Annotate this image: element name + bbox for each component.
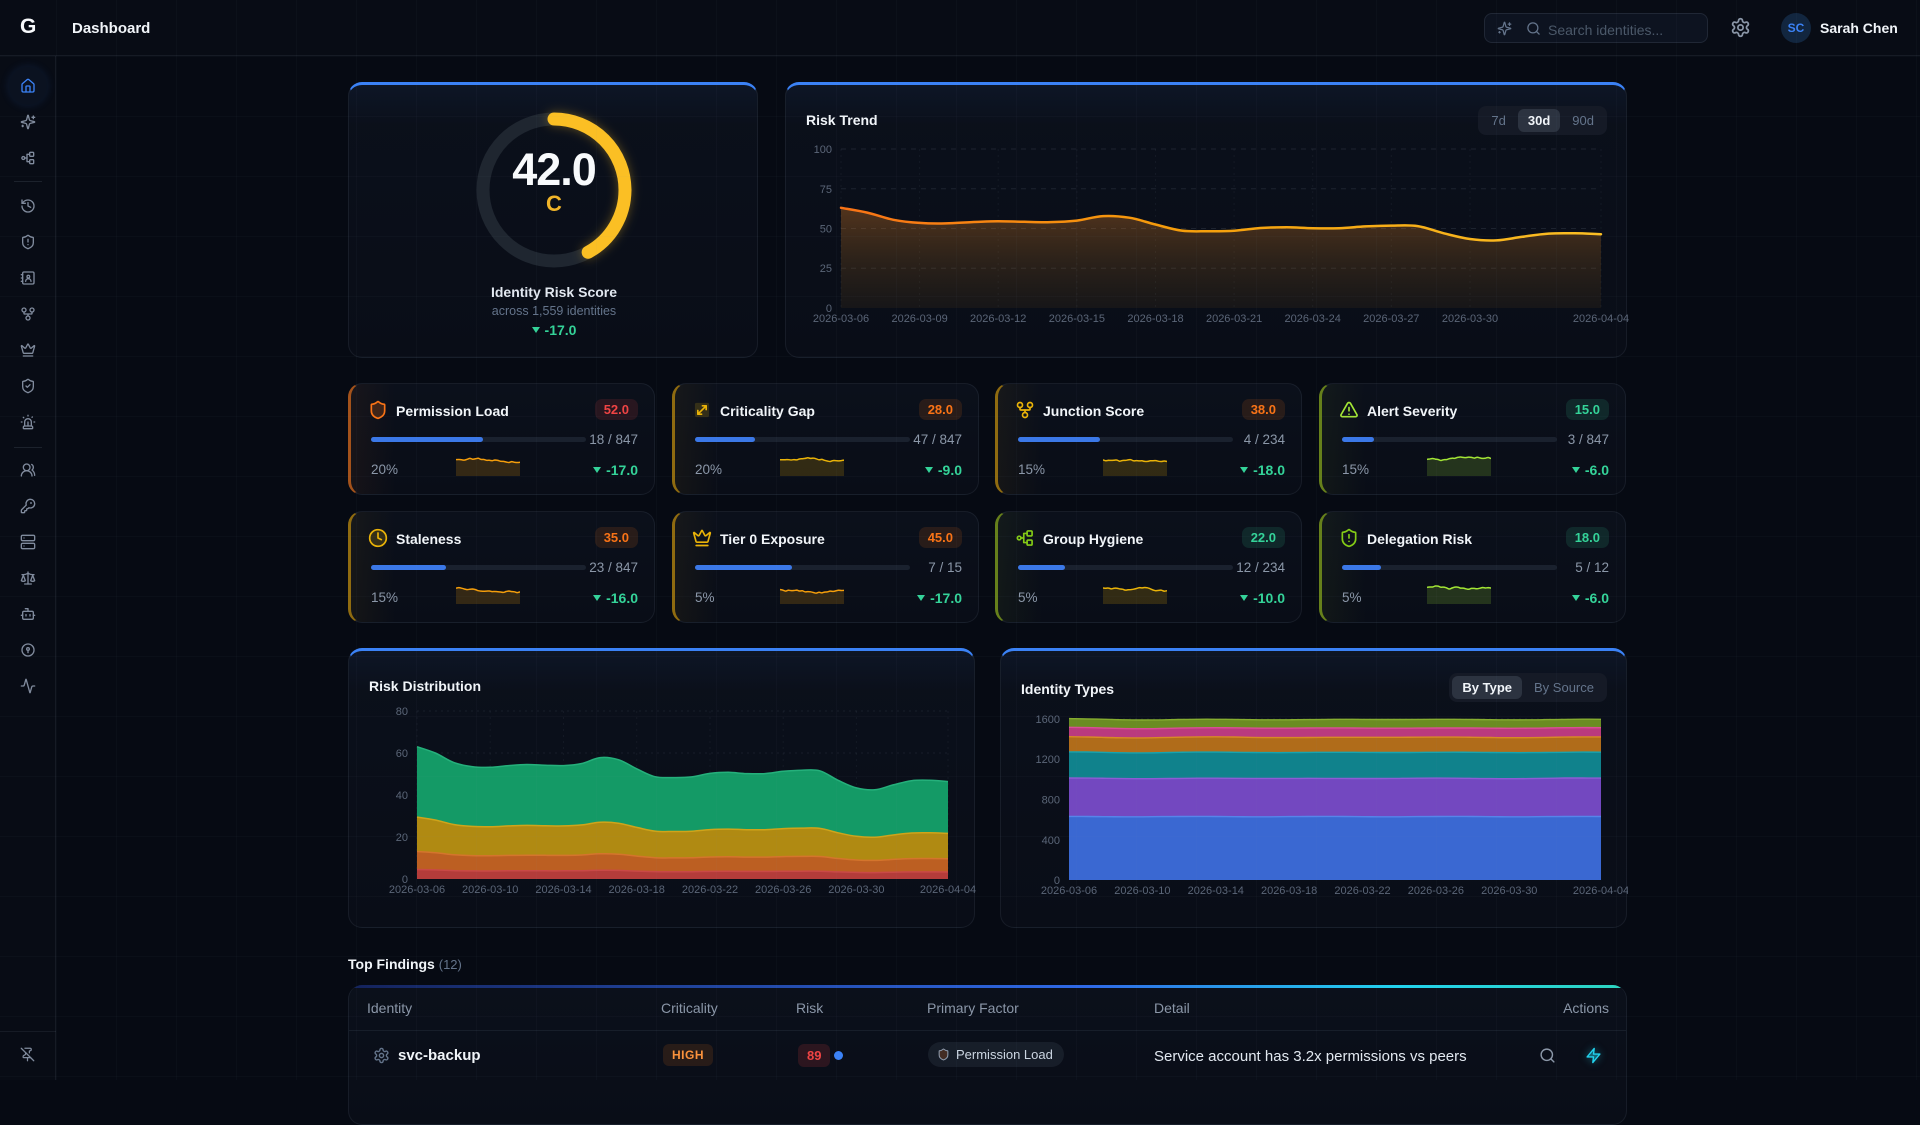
svg-text:2026-03-30: 2026-03-30 xyxy=(1481,885,1537,897)
svg-text:80: 80 xyxy=(396,706,408,718)
svg-text:40: 40 xyxy=(396,790,408,802)
svg-text:75: 75 xyxy=(820,184,832,196)
svg-text:2026-03-18: 2026-03-18 xyxy=(1127,313,1183,325)
svg-text:400: 400 xyxy=(1042,835,1060,847)
svg-text:2026-03-30: 2026-03-30 xyxy=(1442,313,1498,325)
svg-text:2026-03-18: 2026-03-18 xyxy=(609,884,665,896)
svg-text:2026-04-04: 2026-04-04 xyxy=(920,884,976,896)
svg-text:50: 50 xyxy=(820,224,832,236)
svg-text:2026-04-04: 2026-04-04 xyxy=(1573,885,1628,897)
svg-text:2026-03-06: 2026-03-06 xyxy=(389,884,445,896)
svg-text:60: 60 xyxy=(396,748,408,760)
svg-text:2026-03-12: 2026-03-12 xyxy=(970,313,1026,325)
svg-text:2026-03-21: 2026-03-21 xyxy=(1206,313,1262,325)
svg-text:2026-03-22: 2026-03-22 xyxy=(1334,885,1390,897)
svg-text:2026-03-06: 2026-03-06 xyxy=(1041,885,1097,897)
svg-text:0: 0 xyxy=(826,303,832,315)
svg-text:2026-03-10: 2026-03-10 xyxy=(1114,885,1170,897)
svg-text:1600: 1600 xyxy=(1036,714,1060,726)
svg-text:20: 20 xyxy=(396,832,408,844)
svg-text:2026-03-26: 2026-03-26 xyxy=(755,884,811,896)
svg-text:0: 0 xyxy=(402,874,408,886)
svg-text:2026-03-18: 2026-03-18 xyxy=(1261,885,1317,897)
svg-text:2026-03-26: 2026-03-26 xyxy=(1408,885,1464,897)
svg-text:2026-03-10: 2026-03-10 xyxy=(462,884,518,896)
svg-text:2026-03-27: 2026-03-27 xyxy=(1363,313,1419,325)
svg-text:2026-03-22: 2026-03-22 xyxy=(682,884,738,896)
svg-text:2026-03-30: 2026-03-30 xyxy=(828,884,884,896)
svg-text:2026-03-09: 2026-03-09 xyxy=(891,313,947,325)
svg-text:2026-03-14: 2026-03-14 xyxy=(535,884,591,896)
svg-text:2026-04-04: 2026-04-04 xyxy=(1573,313,1629,325)
svg-text:800: 800 xyxy=(1042,795,1060,807)
svg-text:2026-03-24: 2026-03-24 xyxy=(1285,313,1341,325)
svg-text:25: 25 xyxy=(820,263,832,275)
svg-text:2026-03-14: 2026-03-14 xyxy=(1188,885,1244,897)
svg-text:100: 100 xyxy=(814,144,832,156)
svg-text:2026-03-06: 2026-03-06 xyxy=(813,313,869,325)
svg-text:0: 0 xyxy=(1054,875,1060,887)
svg-text:2026-03-15: 2026-03-15 xyxy=(1049,313,1105,325)
svg-text:1200: 1200 xyxy=(1036,754,1060,766)
